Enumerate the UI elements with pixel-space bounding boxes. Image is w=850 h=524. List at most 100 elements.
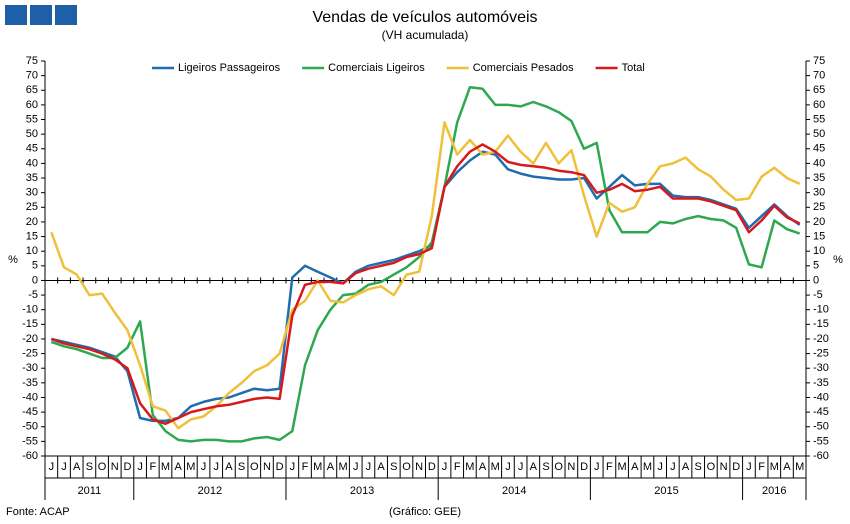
y-tick-label: -40 — [22, 391, 38, 403]
x-tick-label: J — [505, 461, 511, 473]
x-tick-label: D — [428, 461, 436, 473]
y2-tick-label: 50 — [813, 128, 825, 140]
y-tick-label: 30 — [26, 187, 38, 199]
y2-tick-label: -50 — [813, 421, 829, 433]
legend-label: Comerciais Pesados — [473, 62, 574, 74]
x-tick-label: O — [402, 461, 411, 473]
y-tick-label: 5 — [32, 260, 38, 272]
x-tick-label: J — [518, 461, 524, 473]
y-tick-label: 40 — [26, 157, 38, 169]
x-tick-label: M — [161, 461, 170, 473]
x-tick-label: F — [758, 461, 765, 473]
y2-tick-label: 35 — [813, 172, 825, 184]
logo-square — [5, 5, 27, 25]
series-line — [50, 121, 801, 430]
x-tick-label: S — [695, 461, 702, 473]
x-tick-label: J — [61, 461, 67, 473]
y-tick-label: 0 — [32, 274, 38, 286]
y2-tick-label: 30 — [813, 187, 825, 199]
x-tick-label: A — [377, 461, 385, 473]
x-tick-label: A — [73, 461, 81, 473]
y2-axis-label: % — [833, 254, 843, 266]
x-tick-label: F — [302, 461, 309, 473]
x-tick-label: J — [442, 461, 448, 473]
x-tick-label: A — [530, 461, 538, 473]
x-tick-label: A — [479, 461, 487, 473]
x-tick-label: O — [707, 461, 716, 473]
y-tick-label: 35 — [26, 172, 38, 184]
x-tick-label: A — [175, 461, 183, 473]
y-tick-label: -30 — [22, 362, 38, 374]
x-tick-label: A — [225, 461, 233, 473]
x-tick-label: A — [327, 461, 335, 473]
x-tick-label: N — [415, 461, 423, 473]
logo-square — [55, 5, 77, 25]
x-tick-label: D — [123, 461, 131, 473]
y2-tick-label: -5 — [813, 289, 823, 301]
x-tick-label: J — [290, 461, 296, 473]
y2-tick-label: 65 — [813, 84, 825, 96]
year-label: 2015 — [654, 485, 678, 497]
year-label: 2016 — [762, 485, 786, 497]
x-tick-label: M — [795, 461, 804, 473]
y2-tick-label: -15 — [813, 318, 829, 330]
y-tick-label: 70 — [26, 70, 38, 82]
x-tick-label: M — [643, 461, 652, 473]
y2-tick-label: -35 — [813, 377, 829, 389]
y2-tick-label: 40 — [813, 157, 825, 169]
y-tick-label: -35 — [22, 377, 38, 389]
y2-tick-label: -20 — [813, 333, 829, 345]
x-tick-label: S — [390, 461, 397, 473]
y2-tick-label: 15 — [813, 230, 825, 242]
legend-label: Ligeiros Passageiros — [178, 62, 281, 74]
x-tick-label: O — [554, 461, 563, 473]
series-line — [50, 143, 801, 426]
y2-tick-label: -10 — [813, 304, 829, 316]
x-tick-label: J — [746, 461, 752, 473]
logo-square — [30, 5, 52, 25]
x-tick-label: N — [720, 461, 728, 473]
y-tick-label: -20 — [22, 333, 38, 345]
x-tick-label: S — [86, 461, 93, 473]
y-tick-label: -60 — [22, 450, 38, 462]
y2-tick-label: 45 — [813, 143, 825, 155]
y-tick-label: 15 — [26, 230, 38, 242]
x-tick-label: F — [606, 461, 613, 473]
x-tick-label: S — [542, 461, 549, 473]
y-axis-label: % — [8, 254, 18, 266]
x-tick-label: N — [263, 461, 271, 473]
y2-tick-label: 0 — [813, 274, 819, 286]
x-tick-label: J — [366, 461, 372, 473]
x-tick-label: N — [111, 461, 119, 473]
series-line — [51, 150, 801, 423]
y2-tick-label: -55 — [813, 435, 829, 447]
chart-title: Vendas de veículos automóveis — [312, 9, 537, 26]
y2-tick-label: 25 — [813, 201, 825, 213]
y-tick-label: 60 — [26, 99, 38, 111]
x-tick-label: M — [338, 461, 347, 473]
y2-tick-label: -60 — [813, 450, 829, 462]
y-tick-label: 75 — [26, 55, 38, 67]
y-tick-label: -15 — [22, 318, 38, 330]
x-tick-label: A — [783, 461, 791, 473]
x-tick-label: F — [454, 461, 461, 473]
x-tick-label: J — [594, 461, 600, 473]
series-line — [50, 86, 801, 443]
legend-label: Comerciais Ligeiros — [328, 62, 425, 74]
y-tick-label: -45 — [22, 406, 38, 418]
year-label: 2013 — [350, 485, 374, 497]
y2-tick-label: -30 — [813, 362, 829, 374]
y-tick-label: -55 — [22, 435, 38, 447]
x-tick-label: O — [250, 461, 259, 473]
x-tick-label: A — [682, 461, 690, 473]
y-tick-label: -5 — [28, 289, 38, 301]
y-tick-label: 55 — [26, 113, 38, 125]
x-tick-label: M — [465, 461, 474, 473]
y2-tick-label: 70 — [813, 70, 825, 82]
y-tick-label: 50 — [26, 128, 38, 140]
x-tick-label: J — [353, 461, 359, 473]
y-tick-label: -10 — [22, 304, 38, 316]
y-tick-label: -25 — [22, 347, 38, 359]
year-label: 2014 — [502, 485, 526, 497]
